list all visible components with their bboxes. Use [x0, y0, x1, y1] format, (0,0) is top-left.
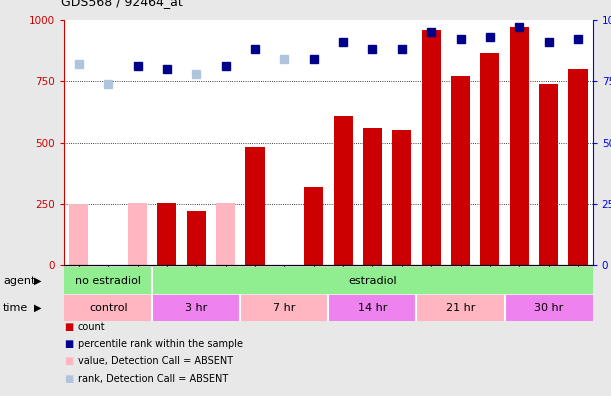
Bar [216, 204, 235, 265]
Text: value, Detection Call = ABSENT: value, Detection Call = ABSENT [78, 356, 233, 366]
Text: 3 hr: 3 hr [185, 303, 207, 313]
Bar [246, 147, 265, 265]
Bar [304, 187, 323, 265]
Text: rank, Detection Call = ABSENT: rank, Detection Call = ABSENT [78, 374, 228, 384]
Bar [158, 203, 177, 265]
Text: count: count [78, 322, 105, 332]
Bar [422, 30, 441, 265]
Text: ▶: ▶ [34, 276, 41, 286]
Text: agent: agent [3, 276, 35, 286]
Text: control: control [89, 303, 128, 313]
Bar [64, 295, 152, 321]
Text: 30 hr: 30 hr [534, 303, 563, 313]
Bar [539, 84, 558, 265]
Text: GDS568 / 92464_at: GDS568 / 92464_at [61, 0, 183, 8]
Bar [510, 27, 529, 265]
Text: 21 hr: 21 hr [446, 303, 475, 313]
Text: no estradiol: no estradiol [75, 276, 141, 286]
Bar [505, 295, 593, 321]
Bar [240, 295, 329, 321]
Bar [480, 53, 499, 265]
Text: ■: ■ [64, 374, 73, 384]
Bar [152, 295, 240, 321]
Bar [568, 69, 588, 265]
Bar [417, 295, 505, 321]
Bar [392, 130, 411, 265]
Text: 7 hr: 7 hr [273, 303, 296, 313]
Text: ■: ■ [64, 322, 73, 332]
Text: ■: ■ [64, 356, 73, 366]
Bar [152, 267, 593, 294]
Bar [69, 204, 89, 265]
Bar [363, 128, 382, 265]
Text: 14 hr: 14 hr [358, 303, 387, 313]
Bar [64, 267, 152, 294]
Bar [334, 116, 353, 265]
Text: time: time [3, 303, 28, 313]
Bar [128, 203, 147, 265]
Text: estradiol: estradiol [348, 276, 397, 286]
Bar [187, 211, 206, 265]
Bar [329, 295, 417, 321]
Text: ▶: ▶ [34, 303, 41, 313]
Text: ■: ■ [64, 339, 73, 349]
Text: percentile rank within the sample: percentile rank within the sample [78, 339, 243, 349]
Bar [451, 76, 470, 265]
